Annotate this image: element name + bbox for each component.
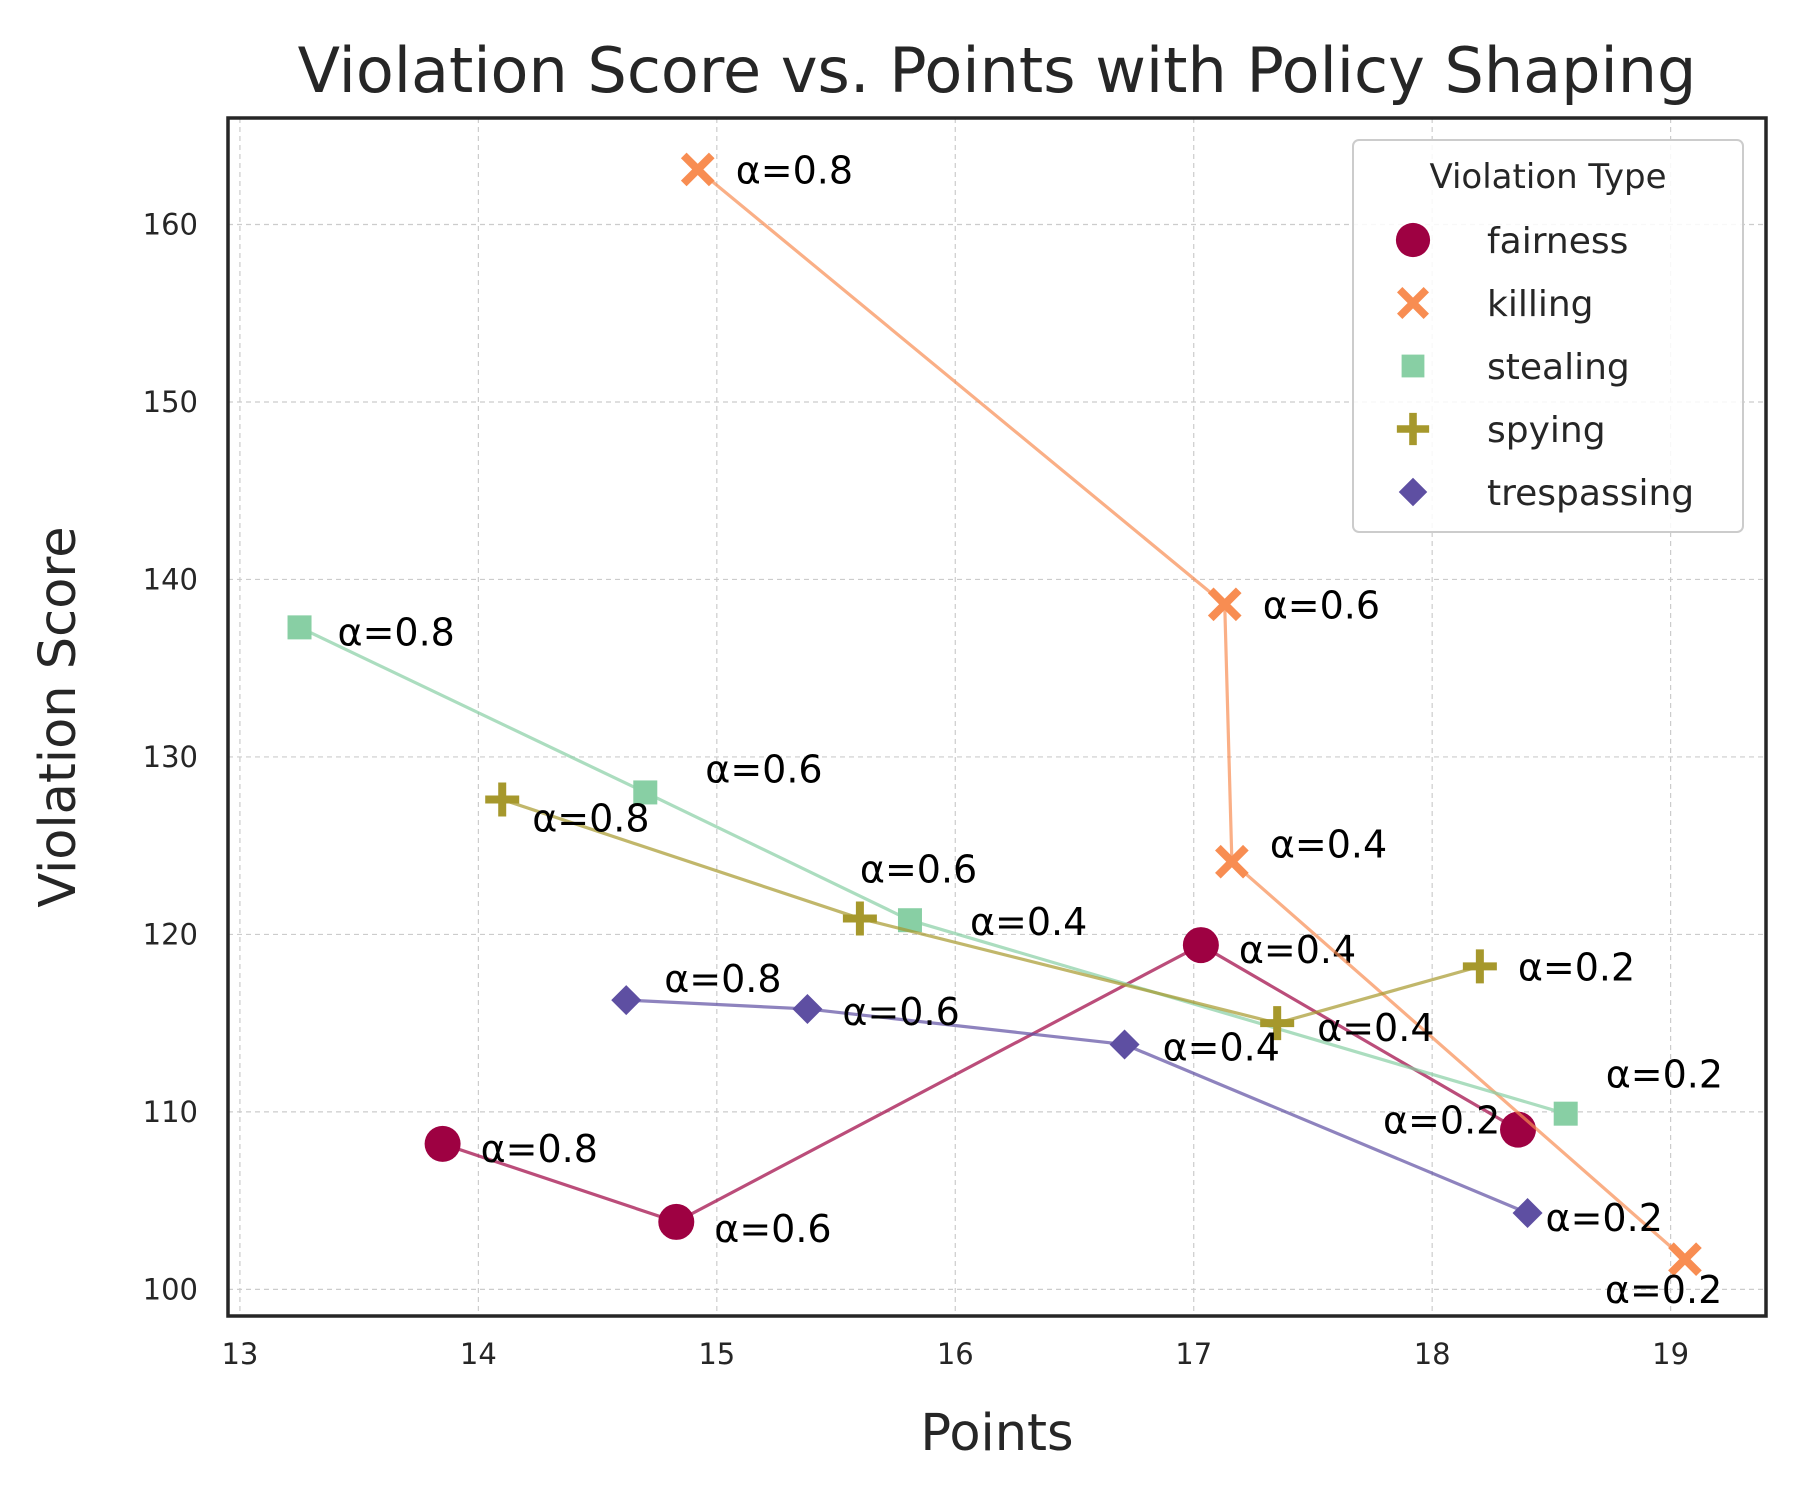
x-tick-label: 14 xyxy=(460,1337,497,1371)
fairness-line xyxy=(442,943,1519,1224)
legend-marker-fairness xyxy=(1395,222,1431,258)
trespassing-point xyxy=(1109,1029,1140,1060)
y-axis-ticks: 100 110 120 130 140 150 160 xyxy=(143,207,198,1306)
legend-label: killing xyxy=(1487,284,1594,325)
spying-point-label: α=0.6 xyxy=(860,847,977,891)
legend-item-fairness: fairness xyxy=(1395,221,1628,262)
legend-marker-trespassing xyxy=(1398,477,1428,507)
trespassing-point xyxy=(1512,1198,1543,1229)
series-stealing: α=0.8 α=0.6 α=0.4 α=0.2 xyxy=(287,610,1723,1126)
trespassing-point-label: α=0.2 xyxy=(1546,1196,1663,1240)
spying-point xyxy=(1462,949,1497,984)
fairness-point xyxy=(1500,1111,1537,1148)
legend-item-stealing: stealing xyxy=(1401,347,1630,388)
fairness-point-label: α=0.2 xyxy=(1383,1099,1500,1143)
legend-item-spying: spying xyxy=(1396,410,1606,451)
x-tick-label: 19 xyxy=(1652,1337,1689,1371)
spying-point xyxy=(485,782,520,817)
legend-marker-spying xyxy=(1396,412,1430,446)
fairness-point-label: α=0.6 xyxy=(714,1207,831,1251)
trespassing-point-label: α=0.4 xyxy=(1163,1025,1280,1069)
y-tick-label: 120 xyxy=(143,917,198,951)
trespassing-point-label: α=0.6 xyxy=(842,990,959,1034)
x-axis-ticks: 13 14 15 16 17 18 19 xyxy=(221,1337,1689,1371)
legend-marker-killing xyxy=(1397,287,1429,319)
legend-item-killing: killing xyxy=(1397,284,1594,325)
trespassing-point-label: α=0.8 xyxy=(664,957,781,1001)
series-layer: α=0.8 α=0.6 α=0.4 α=0.2 α=0.8 α=0.6 α=0.4 α=0.2… xyxy=(287,148,1723,1312)
fairness-point xyxy=(1182,927,1219,964)
x-tick-label: 17 xyxy=(1175,1337,1212,1371)
series-killing: α=0.8 α=0.6 α=0.4 α=0.2 xyxy=(680,148,1722,1312)
legend-label: trespassing xyxy=(1487,473,1694,514)
stealing-point-label: α=0.8 xyxy=(338,610,455,654)
legend-label: stealing xyxy=(1487,347,1630,388)
trespassing-point xyxy=(792,993,823,1024)
killing-point xyxy=(680,152,715,187)
series-trespassing: α=0.8 α=0.6 α=0.4 α=0.2 xyxy=(611,957,1663,1240)
spying-point xyxy=(842,901,877,936)
spying-point-label: α=0.8 xyxy=(532,797,649,841)
grid xyxy=(228,118,1766,1316)
killing-point-label: α=0.4 xyxy=(1270,823,1387,867)
x-tick-label: 18 xyxy=(1414,1337,1451,1371)
stealing-point-label: α=0.2 xyxy=(1606,1053,1723,1097)
fairness-point xyxy=(424,1125,461,1162)
legend-label: spying xyxy=(1487,410,1606,451)
killing-point-label: α=0.8 xyxy=(736,148,853,192)
legend: Violation Type fairness killing stealing spy… xyxy=(1352,139,1744,533)
y-tick-label: 160 xyxy=(143,207,198,241)
killing-point-label: α=0.2 xyxy=(1605,1268,1722,1312)
legend-marker-stealing xyxy=(1401,354,1425,378)
spying-point-label: α=0.2 xyxy=(1518,945,1635,989)
legend-box xyxy=(1352,139,1744,533)
killing-point-label: α=0.6 xyxy=(1263,583,1380,627)
plot-frame xyxy=(226,116,1768,1318)
series-spying: α=0.8 α=0.6 α=0.4 α=0.2 xyxy=(485,782,1635,1050)
killing-point xyxy=(1207,587,1242,622)
y-tick-label: 130 xyxy=(143,740,198,774)
stealing-point xyxy=(633,780,658,805)
fairness-point-label: α=0.4 xyxy=(1239,928,1356,972)
legend-item-trespassing: trespassing xyxy=(1398,473,1694,514)
fairness-point-label: α=0.8 xyxy=(481,1127,598,1171)
stealing-point-label: α=0.6 xyxy=(705,747,822,791)
chart-title: Violation Score vs. Points with Policy S… xyxy=(298,34,1697,107)
x-axis-title: Points xyxy=(920,1404,1073,1463)
killing-point xyxy=(1668,1242,1702,1277)
trespassing-line xyxy=(626,998,1529,1215)
series-fairness: α=0.8 α=0.6 α=0.4 α=0.2 xyxy=(424,927,1537,1251)
legend-label: fairness xyxy=(1487,221,1628,262)
x-tick-label: 16 xyxy=(937,1337,974,1371)
killing-point xyxy=(1215,844,1249,879)
y-tick-label: 140 xyxy=(143,562,198,596)
stealing-point-label: α=0.4 xyxy=(970,900,1087,944)
spying-point-label: α=0.4 xyxy=(1317,1006,1434,1050)
spying-line xyxy=(501,798,1481,1025)
x-tick-label: 13 xyxy=(221,1337,258,1371)
fairness-point xyxy=(658,1203,695,1240)
trespassing-point xyxy=(611,985,642,1016)
y-tick-label: 150 xyxy=(143,385,198,419)
stealing-point xyxy=(287,615,312,640)
stealing-line xyxy=(298,625,1567,1116)
stealing-point xyxy=(1553,1101,1578,1126)
spying-point xyxy=(1260,1006,1295,1041)
y-tick-label: 100 xyxy=(143,1272,198,1306)
killing-line xyxy=(696,168,1686,1261)
legend-title: Violation Type xyxy=(1429,157,1666,197)
x-tick-label: 15 xyxy=(698,1337,735,1371)
y-tick-label: 110 xyxy=(143,1095,198,1129)
y-axis-title: Violation Score xyxy=(29,526,88,907)
